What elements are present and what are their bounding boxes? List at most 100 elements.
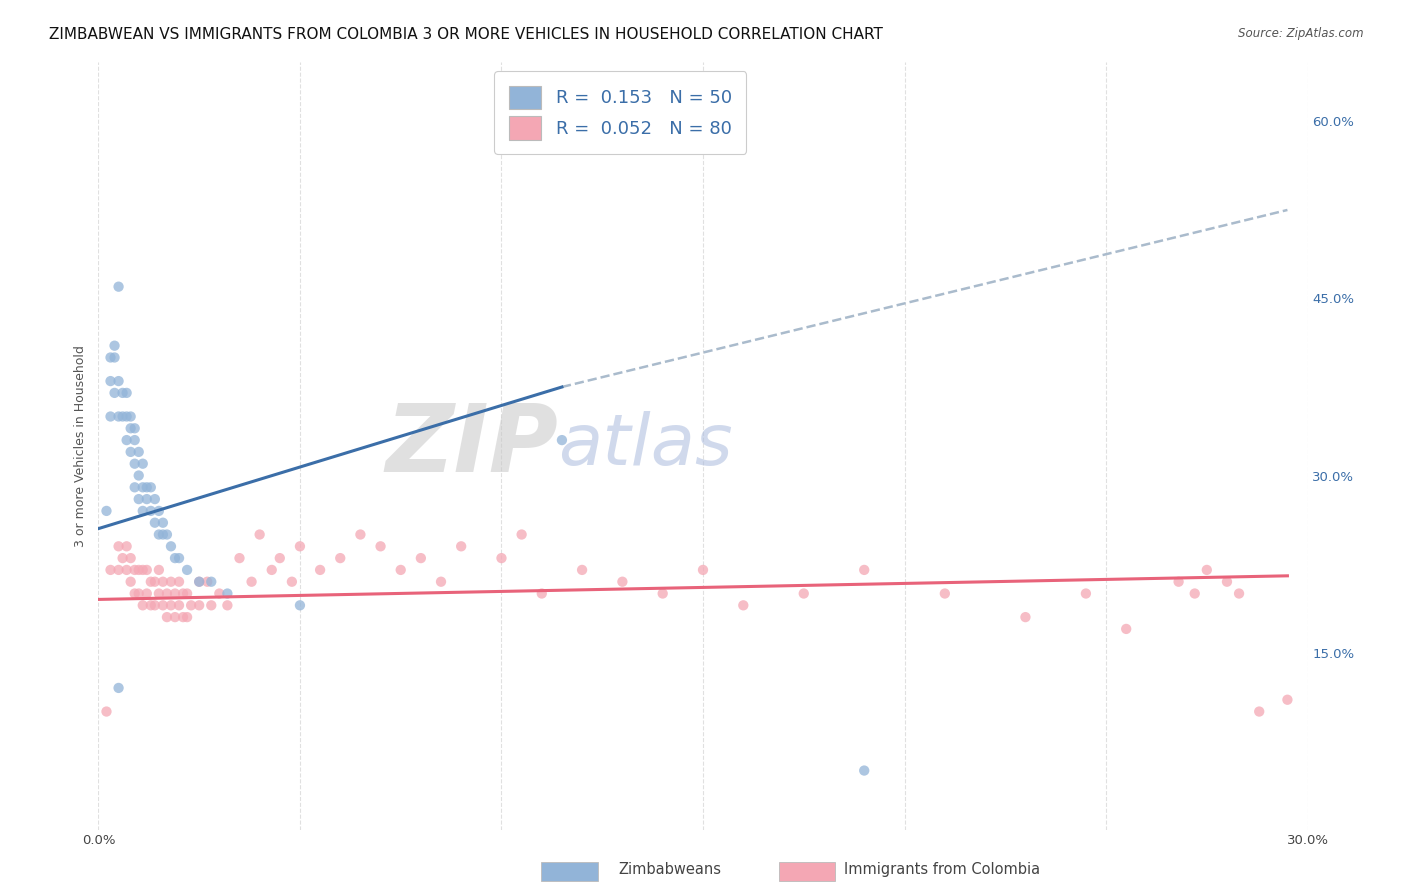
Point — [249, 527, 271, 541]
Point — [176, 610, 198, 624]
Point — [103, 385, 125, 400]
Point — [120, 574, 142, 589]
Point — [934, 586, 956, 600]
Point — [510, 527, 533, 541]
Point — [107, 409, 129, 424]
Point — [349, 527, 371, 541]
Point — [1216, 574, 1239, 589]
Point — [135, 563, 157, 577]
Text: ZIP: ZIP — [385, 400, 558, 492]
Point — [124, 433, 146, 447]
Point — [135, 480, 157, 494]
Point — [120, 551, 142, 566]
Point — [143, 599, 166, 613]
Text: Zimbabweans: Zimbabweans — [619, 863, 721, 877]
Point — [111, 551, 134, 566]
Point — [111, 385, 134, 400]
Point — [1195, 563, 1218, 577]
Point — [124, 480, 146, 494]
Point — [281, 574, 304, 589]
Point — [143, 492, 166, 507]
Point — [124, 457, 146, 471]
Point — [692, 563, 714, 577]
Point — [152, 516, 174, 530]
Point — [188, 599, 211, 613]
Point — [1249, 705, 1271, 719]
Point — [152, 599, 174, 613]
Point — [163, 610, 186, 624]
Point — [200, 599, 222, 613]
Point — [530, 586, 553, 600]
Point — [163, 586, 186, 600]
Point — [115, 563, 138, 577]
Point — [180, 599, 202, 613]
Text: ZIMBABWEAN VS IMMIGRANTS FROM COLOMBIA 3 OR MORE VEHICLES IN HOUSEHOLD CORRELATI: ZIMBABWEAN VS IMMIGRANTS FROM COLOMBIA 3… — [49, 27, 883, 42]
Point — [143, 574, 166, 589]
Point — [389, 563, 412, 577]
Point — [120, 409, 142, 424]
Point — [107, 374, 129, 388]
Text: atlas: atlas — [558, 411, 733, 481]
Legend: R =  0.153   N = 50, R =  0.052   N = 80: R = 0.153 N = 50, R = 0.052 N = 80 — [495, 71, 747, 154]
Point — [132, 599, 155, 613]
Point — [107, 279, 129, 293]
Point — [152, 574, 174, 589]
Point — [100, 374, 122, 388]
Point — [156, 527, 179, 541]
Point — [853, 563, 876, 577]
Point — [120, 421, 142, 435]
Point — [156, 586, 179, 600]
Point — [139, 574, 162, 589]
Point — [409, 551, 432, 566]
Point — [135, 586, 157, 600]
Point — [139, 599, 162, 613]
Point — [160, 599, 183, 613]
Point — [167, 574, 190, 589]
Point — [1074, 586, 1097, 600]
Point — [1014, 610, 1036, 624]
Point — [217, 599, 239, 613]
Point — [96, 504, 118, 518]
Point — [148, 563, 170, 577]
Point — [135, 492, 157, 507]
Point — [240, 574, 263, 589]
Point — [128, 492, 150, 507]
Point — [115, 433, 138, 447]
Point — [651, 586, 673, 600]
Point — [288, 599, 311, 613]
Point — [111, 409, 134, 424]
Point — [128, 586, 150, 600]
Point — [115, 539, 138, 553]
Point — [269, 551, 291, 566]
Point — [172, 610, 194, 624]
Point — [612, 574, 634, 589]
Point — [107, 563, 129, 577]
Point — [430, 574, 453, 589]
Point — [128, 445, 150, 459]
Point — [853, 764, 876, 778]
Point — [163, 551, 186, 566]
Point — [143, 516, 166, 530]
Point — [188, 574, 211, 589]
Point — [551, 433, 574, 447]
Point — [172, 586, 194, 600]
Point — [288, 539, 311, 553]
Point — [100, 563, 122, 577]
Point — [107, 681, 129, 695]
Point — [491, 551, 513, 566]
Point — [115, 409, 138, 424]
Point — [100, 351, 122, 365]
Point — [200, 574, 222, 589]
Point — [160, 574, 183, 589]
Point — [128, 468, 150, 483]
Point — [1115, 622, 1137, 636]
Point — [167, 599, 190, 613]
Point — [370, 539, 392, 553]
Point — [217, 586, 239, 600]
Point — [148, 586, 170, 600]
Point — [176, 586, 198, 600]
Point — [103, 351, 125, 365]
Point — [124, 421, 146, 435]
Point — [1184, 586, 1206, 600]
Point — [160, 539, 183, 553]
